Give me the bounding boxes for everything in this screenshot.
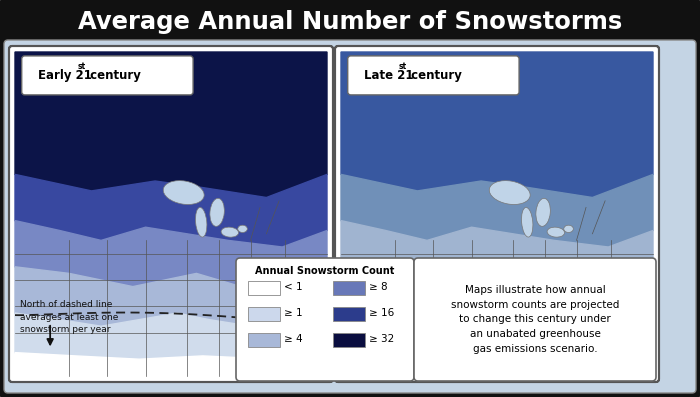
FancyBboxPatch shape (22, 56, 193, 95)
FancyBboxPatch shape (9, 46, 333, 382)
Text: st: st (78, 62, 86, 71)
Polygon shape (341, 221, 653, 297)
Polygon shape (15, 52, 327, 197)
FancyBboxPatch shape (335, 46, 659, 382)
FancyBboxPatch shape (348, 56, 519, 95)
Polygon shape (15, 313, 327, 359)
Ellipse shape (221, 227, 239, 237)
Polygon shape (341, 353, 653, 376)
Polygon shape (15, 174, 327, 247)
Ellipse shape (210, 198, 224, 226)
Polygon shape (341, 174, 653, 247)
Bar (8, 4, 692, 40)
Polygon shape (15, 221, 327, 297)
Text: ≥ 8: ≥ 8 (369, 282, 388, 292)
Text: ≥ 32: ≥ 32 (369, 334, 394, 344)
Ellipse shape (195, 208, 207, 237)
Polygon shape (341, 52, 653, 197)
Ellipse shape (564, 225, 573, 233)
Text: century: century (407, 69, 462, 82)
Text: century: century (86, 69, 141, 82)
Text: < 1: < 1 (284, 282, 302, 292)
Bar (333, 333, 365, 347)
Bar (248, 307, 280, 321)
Bar (248, 281, 280, 295)
Ellipse shape (536, 198, 550, 226)
Bar (248, 333, 280, 347)
Bar (333, 281, 365, 295)
Bar (15, 52, 327, 376)
Ellipse shape (163, 181, 204, 204)
Text: Early 21: Early 21 (38, 69, 92, 82)
Polygon shape (15, 353, 327, 376)
Text: st: st (399, 62, 407, 71)
Text: ≥ 16: ≥ 16 (369, 308, 394, 318)
Text: Maps illustrate how annual
snowstorm counts are projected
to change this century: Maps illustrate how annual snowstorm cou… (451, 285, 620, 354)
Text: North of dashed line
averages at least one
snowstorm per year: North of dashed line averages at least o… (20, 300, 118, 334)
Text: ≥ 1: ≥ 1 (284, 308, 302, 318)
Text: Late 21: Late 21 (364, 69, 414, 82)
Text: Average Annual Number of Snowstorms: Average Annual Number of Snowstorms (78, 10, 622, 34)
FancyBboxPatch shape (236, 258, 414, 381)
Ellipse shape (489, 181, 530, 204)
Bar (333, 307, 365, 321)
Polygon shape (15, 267, 327, 333)
Polygon shape (341, 313, 653, 359)
Ellipse shape (547, 227, 565, 237)
Text: Annual Snowstorm Count: Annual Snowstorm Count (256, 266, 395, 276)
Ellipse shape (522, 208, 533, 237)
Ellipse shape (238, 225, 247, 233)
Text: ≥ 4: ≥ 4 (284, 334, 302, 344)
FancyBboxPatch shape (5, 1, 695, 43)
FancyBboxPatch shape (414, 258, 656, 381)
Bar (341, 52, 653, 376)
FancyBboxPatch shape (4, 40, 696, 393)
Polygon shape (341, 267, 653, 333)
